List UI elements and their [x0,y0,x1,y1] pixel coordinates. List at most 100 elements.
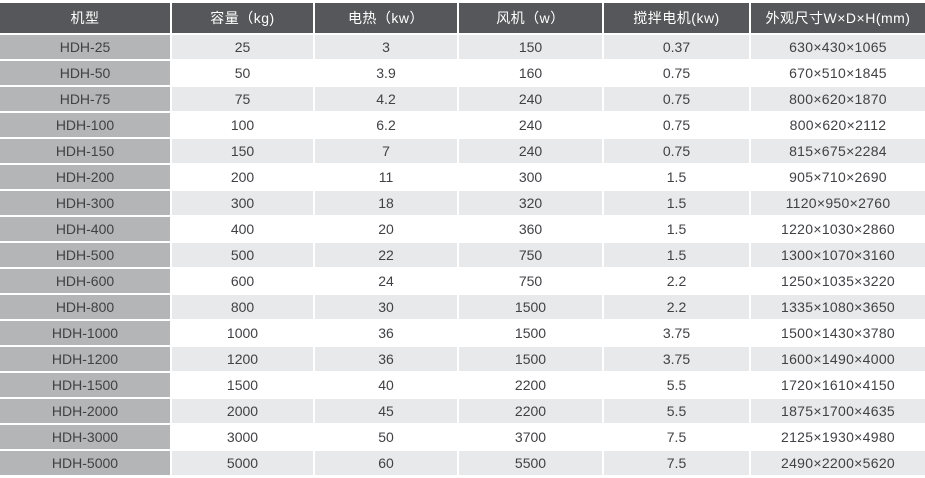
cell-capacity: 500 [172,243,313,267]
column-header-capacity: 容量（kg) [172,3,313,33]
cell-heat: 7 [315,139,457,163]
table-body: HDH-25 25 3 150 0.37 630×430×1065 HDH-50… [0,35,925,475]
cell-dimensions: 815×675×2284 [751,139,925,163]
cell-capacity: 100 [172,113,313,137]
cell-heat: 60 [315,451,457,475]
table-row: HDH-200 200 11 300 1.5 905×710×2690 [0,165,925,189]
cell-model: HDH-1000 [0,321,170,345]
cell-fan: 160 [459,61,602,85]
table-row: HDH-25 25 3 150 0.37 630×430×1065 [0,35,925,59]
cell-capacity: 5000 [172,451,313,475]
cell-model: HDH-50 [0,61,170,85]
cell-heat: 3 [315,35,457,59]
cell-heat: 40 [315,373,457,397]
cell-dimensions: 905×710×2690 [751,165,925,189]
cell-motor: 0.37 [604,35,749,59]
cell-model: HDH-2000 [0,399,170,423]
table-row: HDH-1200 1200 36 1500 3.75 1600×1490×400… [0,347,925,371]
cell-capacity: 3000 [172,425,313,449]
cell-heat: 36 [315,321,457,345]
cell-dimensions: 1300×1070×3160 [751,243,925,267]
cell-motor: 1.5 [604,191,749,215]
cell-model: HDH-600 [0,269,170,293]
cell-dimensions: 1250×1035×3220 [751,269,925,293]
column-header-dimensions: 外观尺寸W×D×H(mm) [751,3,925,33]
cell-dimensions: 670×510×1845 [751,61,925,85]
table-row: HDH-3000 3000 50 3700 7.5 2125×1930×4980 [0,425,925,449]
cell-fan: 240 [459,113,602,137]
column-header-motor: 搅拌电机(kw) [604,3,749,33]
cell-heat: 18 [315,191,457,215]
cell-model: HDH-300 [0,191,170,215]
table-row: HDH-1000 1000 36 1500 3.75 1500×1430×378… [0,321,925,345]
cell-dimensions: 800×620×1870 [751,87,925,111]
cell-fan: 240 [459,87,602,111]
cell-heat: 30 [315,295,457,319]
cell-fan: 5500 [459,451,602,475]
cell-capacity: 800 [172,295,313,319]
table-row: HDH-500 500 22 750 1.5 1300×1070×3160 [0,243,925,267]
cell-heat: 22 [315,243,457,267]
cell-model: HDH-1200 [0,347,170,371]
cell-model: HDH-100 [0,113,170,137]
cell-model: HDH-150 [0,139,170,163]
cell-fan: 3700 [459,425,602,449]
cell-fan: 300 [459,165,602,189]
cell-heat: 24 [315,269,457,293]
cell-capacity: 150 [172,139,313,163]
cell-dimensions: 1120×950×2760 [751,191,925,215]
cell-motor: 2.2 [604,269,749,293]
cell-dimensions: 1220×1030×2860 [751,217,925,241]
cell-heat: 11 [315,165,457,189]
cell-capacity: 300 [172,191,313,215]
cell-capacity: 1000 [172,321,313,345]
cell-capacity: 2000 [172,399,313,423]
cell-dimensions: 2490×2200×5620 [751,451,925,475]
cell-fan: 2200 [459,399,602,423]
cell-heat: 3.9 [315,61,457,85]
cell-fan: 240 [459,139,602,163]
cell-fan: 1500 [459,295,602,319]
cell-motor: 1.5 [604,243,749,267]
cell-model: HDH-800 [0,295,170,319]
table-row: HDH-1500 1500 40 2200 5.5 1720×1610×4150 [0,373,925,397]
cell-motor: 0.75 [604,139,749,163]
column-header-fan: 风机（w） [459,3,602,33]
table-row: HDH-800 800 30 1500 2.2 1335×1080×3650 [0,295,925,319]
table-row: HDH-600 600 24 750 2.2 1250×1035×3220 [0,269,925,293]
column-header-heat: 电热（kw） [315,3,457,33]
column-header-model: 机型 [0,3,170,33]
cell-dimensions: 1875×1700×4635 [751,399,925,423]
cell-dimensions: 1720×1610×4150 [751,373,925,397]
cell-heat: 20 [315,217,457,241]
cell-fan: 360 [459,217,602,241]
cell-dimensions: 1500×1430×3780 [751,321,925,345]
cell-motor: 5.5 [604,399,749,423]
cell-heat: 6.2 [315,113,457,137]
table-row: HDH-50 50 3.9 160 0.75 670×510×1845 [0,61,925,85]
table-header-row: 机型 容量（kg) 电热（kw） 风机（w） 搅拌电机(kw) 外观尺寸W×D×… [0,3,925,33]
cell-model: HDH-200 [0,165,170,189]
cell-model: HDH-1500 [0,373,170,397]
cell-motor: 5.5 [604,373,749,397]
cell-model: HDH-5000 [0,451,170,475]
cell-motor: 7.5 [604,425,749,449]
cell-dimensions: 630×430×1065 [751,35,925,59]
cell-capacity: 25 [172,35,313,59]
table-row: HDH-5000 5000 60 5500 7.5 2490×2200×5620 [0,451,925,475]
table-row: HDH-400 400 20 360 1.5 1220×1030×2860 [0,217,925,241]
cell-fan: 150 [459,35,602,59]
cell-motor: 3.75 [604,347,749,371]
cell-fan: 2200 [459,373,602,397]
cell-capacity: 600 [172,269,313,293]
cell-fan: 750 [459,243,602,267]
cell-fan: 1500 [459,321,602,345]
cell-capacity: 50 [172,61,313,85]
cell-capacity: 1500 [172,373,313,397]
cell-motor: 1.5 [604,217,749,241]
cell-motor: 7.5 [604,451,749,475]
cell-heat: 45 [315,399,457,423]
cell-capacity: 400 [172,217,313,241]
cell-heat: 4.2 [315,87,457,111]
table-row: HDH-150 150 7 240 0.75 815×675×2284 [0,139,925,163]
